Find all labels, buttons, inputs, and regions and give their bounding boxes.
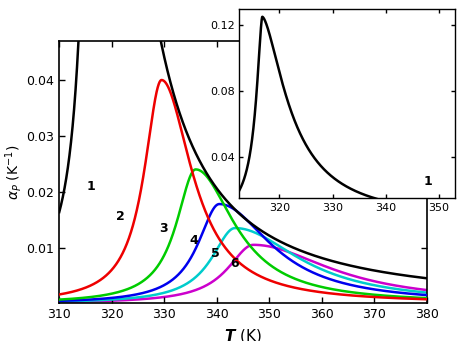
Text: 5: 5: [211, 247, 220, 260]
X-axis label: $\bfit{T}$ (K): $\bfit{T}$ (K): [224, 327, 262, 341]
Y-axis label: $\alpha_P\ (\mathrm{K}^{-1})$: $\alpha_P\ (\mathrm{K}^{-1})$: [3, 145, 24, 200]
Text: 1: 1: [423, 175, 432, 188]
Text: 6: 6: [230, 257, 238, 270]
Text: 4: 4: [190, 234, 198, 248]
Text: 1: 1: [87, 180, 95, 193]
Text: 3: 3: [159, 222, 168, 235]
Text: 2: 2: [116, 210, 125, 223]
